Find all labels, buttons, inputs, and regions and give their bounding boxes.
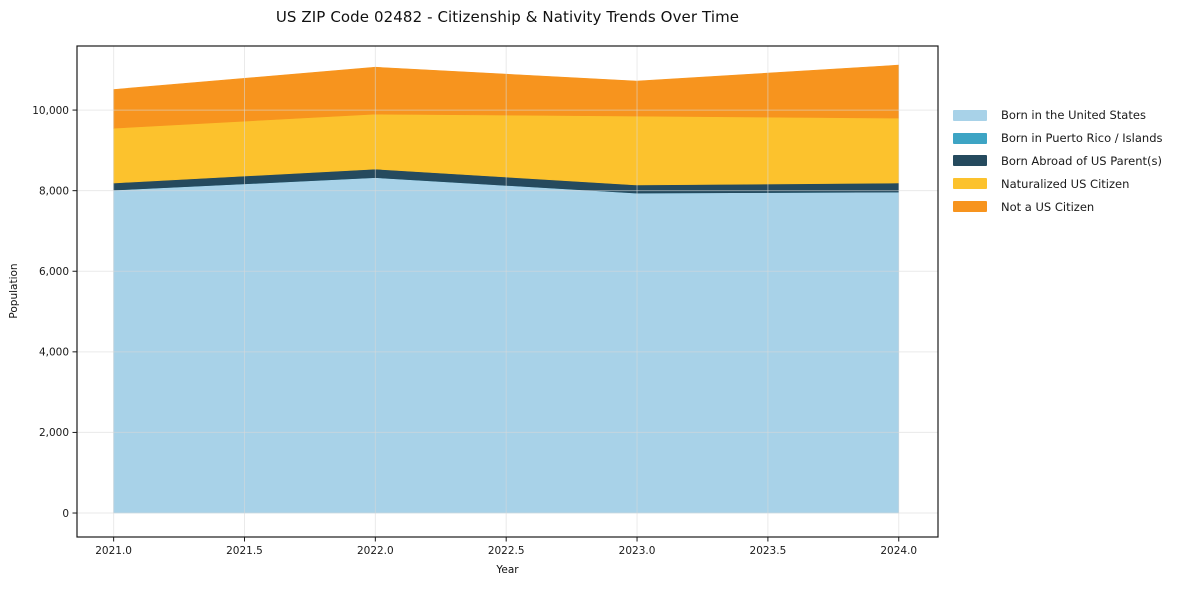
legend-item-born-abroad-of-us-parent-s: Born Abroad of US Parent(s) bbox=[953, 150, 1163, 173]
x-tick-label: 2023.5 bbox=[750, 545, 787, 557]
legend-swatch-icon bbox=[953, 155, 987, 167]
y-tick-label: 0 bbox=[62, 508, 69, 520]
x-tick-label: 2022.0 bbox=[357, 545, 394, 557]
y-tick-label: 4,000 bbox=[39, 347, 69, 359]
legend-item-born-in-puerto-rico-islands: Born in Puerto Rico / Islands bbox=[953, 127, 1163, 150]
x-tick-label: 2021.0 bbox=[95, 545, 132, 557]
legend-label: Born in Puerto Rico / Islands bbox=[1001, 131, 1163, 146]
legend-label: Naturalized US Citizen bbox=[1001, 176, 1130, 191]
y-tick-label: 8,000 bbox=[39, 185, 69, 197]
x-tick-label: 2024.0 bbox=[880, 545, 917, 557]
legend-item-born-in-the-united-states: Born in the United States bbox=[953, 104, 1163, 127]
x-tick-label: 2021.5 bbox=[226, 545, 263, 557]
y-axis-label: Population bbox=[8, 263, 20, 319]
legend-swatch-icon bbox=[953, 132, 987, 144]
legend-label: Born in the United States bbox=[1001, 108, 1146, 123]
legend-item-not-a-us-citizen: Not a US Citizen bbox=[953, 195, 1163, 218]
legend-swatch-icon bbox=[953, 178, 987, 190]
legend: Born in the United States Born in Puerto … bbox=[953, 104, 1163, 218]
plot-frame bbox=[76, 45, 939, 538]
y-tick-label: 10,000 bbox=[32, 105, 69, 117]
x-tick-label: 2023.0 bbox=[619, 545, 656, 557]
legend-swatch-icon bbox=[953, 109, 987, 121]
legend-label: Born Abroad of US Parent(s) bbox=[1001, 153, 1162, 168]
y-tick-label: 6,000 bbox=[39, 266, 69, 278]
legend-item-naturalized-us-citizen: Naturalized US Citizen bbox=[953, 172, 1163, 195]
legend-label: Not a US Citizen bbox=[1001, 199, 1095, 214]
chart-title: US ZIP Code 02482 - Citizenship & Nativi… bbox=[275, 8, 740, 26]
y-tick-label: 2,000 bbox=[39, 427, 69, 439]
legend-swatch-icon bbox=[953, 201, 987, 213]
x-axis-label: Year bbox=[496, 564, 519, 576]
x-tick-label: 2022.5 bbox=[488, 545, 525, 557]
